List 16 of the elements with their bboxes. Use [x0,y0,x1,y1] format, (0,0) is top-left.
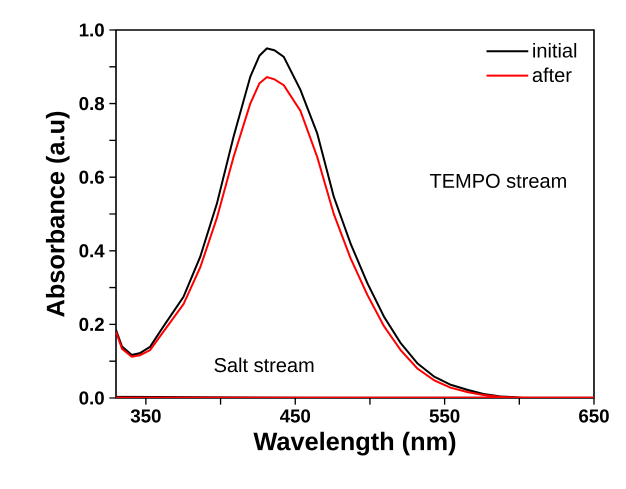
annotation: TEMPO stream [430,174,566,188]
x-tick-label: 450 [280,409,310,423]
x-tick-label: 350 [130,409,161,423]
y-tick-label: 0.6 [79,170,104,184]
y-tick-label: 0.0 [79,391,104,405]
annotation: Salt stream [214,358,314,372]
x-tick-label: 650 [579,409,609,423]
legend-label: initial [533,42,576,58]
y-tick-label: 0.8 [79,96,104,110]
y-tick-label: 0.4 [79,244,105,258]
x-tick-label: 550 [430,409,460,423]
x-axis-title: Wavelength (nm) [253,432,456,456]
legend-label: after [532,67,572,82]
y-tick-label: 1.0 [80,23,104,37]
y-tick-label: 0.2 [79,318,104,332]
y-axis-title: Absorbance (a.u) [46,112,70,317]
